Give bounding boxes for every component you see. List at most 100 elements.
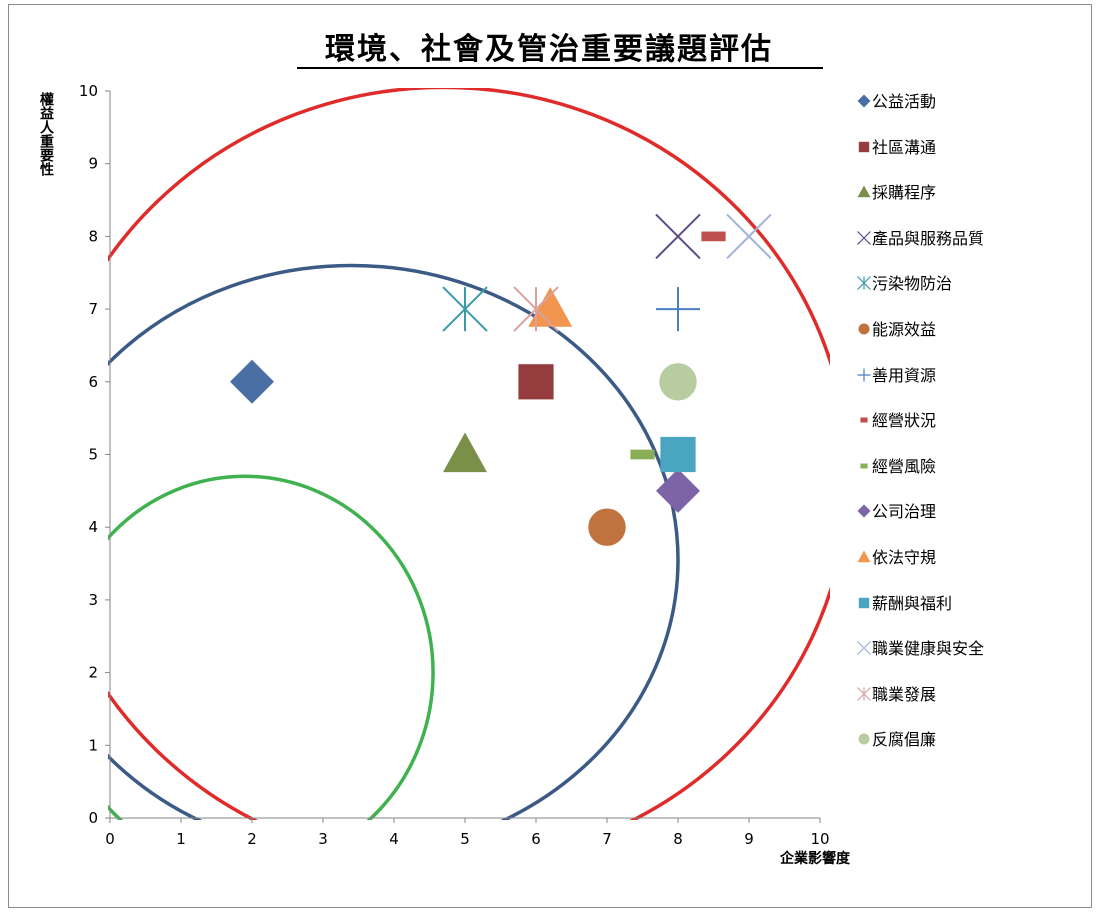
data-point-12 xyxy=(660,436,696,473)
legend-marker-icon xyxy=(860,463,868,469)
legend-label: 職業發展 xyxy=(872,684,937,704)
x-tick-label: 2 xyxy=(247,830,257,848)
legend-marker-icon xyxy=(858,597,870,608)
data-point-9 xyxy=(630,449,655,460)
legend-label: 公益活動 xyxy=(872,92,937,111)
legend-item: 社區溝通 xyxy=(856,134,936,158)
x-axis-label: 企業影響度 xyxy=(780,851,850,867)
data-point-2 xyxy=(518,364,554,400)
legend-marker-icon xyxy=(857,276,871,291)
legend-marker xyxy=(860,417,868,423)
data-point-15 xyxy=(659,363,697,401)
legend-marker-icon xyxy=(857,94,871,108)
y-tick-label: 3 xyxy=(88,591,98,609)
legend-marker xyxy=(858,597,870,608)
legend-item: 反腐倡廉 xyxy=(856,726,936,750)
legend-item: 職業發展 xyxy=(856,681,936,705)
legend-label: 污染物防治 xyxy=(872,274,953,294)
y-tick-label: 0 xyxy=(88,809,98,827)
legend-label: 依法守規 xyxy=(872,548,937,567)
data-point-7 xyxy=(656,287,700,332)
data-point-3 xyxy=(443,432,487,473)
legend-marker xyxy=(860,463,868,469)
legend-marker xyxy=(857,276,871,291)
legend-label: 採購程序 xyxy=(872,183,937,203)
x-tick-label: 4 xyxy=(389,830,399,848)
y-tick-label: 9 xyxy=(88,155,98,173)
x-tick-label: 9 xyxy=(744,830,754,848)
legend-label: 能源效益 xyxy=(872,320,937,339)
legend-marker-icon xyxy=(857,504,871,518)
legend-marker-icon xyxy=(858,733,870,745)
legend-item: 善用資源 xyxy=(856,362,936,386)
x-tick-label: 8 xyxy=(673,830,683,848)
x-tick-label: 3 xyxy=(318,830,328,848)
y-tick-label: 4 xyxy=(88,518,98,536)
legend-marker-icon xyxy=(857,185,871,198)
x-tick-label: 7 xyxy=(602,830,612,848)
legend-label: 反腐倡廉 xyxy=(872,730,937,750)
y-tick-label: 7 xyxy=(88,300,98,318)
legend-item: 採購程序 xyxy=(856,179,936,203)
y-tick-label: 5 xyxy=(88,446,98,464)
y-tick-label: 8 xyxy=(88,227,98,245)
legend-item: 污染物防治 xyxy=(856,270,952,294)
legend-item: 公司治理 xyxy=(856,498,936,522)
legend-item: 薪酬與福利 xyxy=(856,590,952,614)
legend-marker xyxy=(857,550,871,563)
x-tick-label: 0 xyxy=(105,830,115,848)
legend-marker xyxy=(857,641,871,656)
data-point-13 xyxy=(726,213,772,260)
legend-label: 職業健康與安全 xyxy=(872,639,985,659)
y-tick-label: 1 xyxy=(88,736,98,754)
legend-marker xyxy=(857,504,871,518)
legend-marker-icon xyxy=(857,230,871,245)
boundary-arc-3 xyxy=(108,88,830,820)
x-tick-label: 6 xyxy=(531,830,541,848)
legend-marker xyxy=(857,368,871,382)
legend-label: 公司治理 xyxy=(872,502,937,522)
x-tick-label: 5 xyxy=(460,830,470,848)
data-point-6 xyxy=(588,508,626,546)
legend-marker-icon xyxy=(858,323,870,335)
data-point-14 xyxy=(513,286,559,332)
legend-marker xyxy=(857,185,871,198)
legend-marker xyxy=(858,323,870,335)
legend-marker xyxy=(858,141,870,152)
y-axis-label: 權益人重要性 xyxy=(38,92,54,176)
legend-item: 能源效益 xyxy=(856,316,936,340)
legend-marker-icon xyxy=(857,550,871,563)
chart-frame xyxy=(8,4,1092,908)
boundary-arc-1 xyxy=(108,474,435,820)
chart-title: 環境、社會及管治重要議題評估 xyxy=(325,32,773,67)
y-tick-label: 6 xyxy=(88,373,98,391)
legend-label: 善用資源 xyxy=(872,365,937,385)
y-tick-label: 2 xyxy=(88,664,98,682)
data-point-1 xyxy=(230,359,274,404)
legend-item: 職業健康與安全 xyxy=(856,635,984,659)
legend-marker-icon xyxy=(857,686,871,701)
data-point-4 xyxy=(655,213,701,260)
legend-label: 社區溝通 xyxy=(872,137,937,157)
legend-label: 薪酬與福利 xyxy=(872,593,953,613)
legend-marker xyxy=(857,94,871,108)
legend-marker-icon xyxy=(858,141,870,152)
title-underline xyxy=(297,67,823,69)
legend-item: 經營狀況 xyxy=(856,407,936,431)
x-tick-label: 1 xyxy=(176,830,186,848)
legend-label: 經營狀況 xyxy=(872,411,937,431)
data-point-5 xyxy=(442,286,488,332)
boundary-arc-2 xyxy=(108,263,680,820)
legend-item: 公益活動 xyxy=(856,88,936,112)
data-point-8 xyxy=(701,231,726,242)
data-point-11 xyxy=(528,287,573,327)
x-tick-label: 10 xyxy=(810,830,829,848)
legend-item: 產品與服務品質 xyxy=(856,225,984,249)
legend-marker-icon xyxy=(857,641,871,656)
legend-marker xyxy=(858,733,870,745)
legend-marker xyxy=(857,686,871,701)
legend-marker-icon xyxy=(860,417,868,423)
legend-label: 產品與服務品質 xyxy=(872,228,985,248)
legend-marker xyxy=(857,230,871,245)
